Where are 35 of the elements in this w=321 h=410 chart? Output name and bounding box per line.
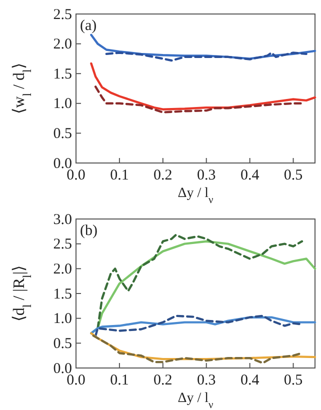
line-series	[90, 34, 316, 60]
line-series	[90, 316, 316, 334]
y-tick-label: 1.0	[53, 96, 72, 112]
y-tick-label: 2.0	[53, 261, 72, 278]
line-series	[105, 52, 308, 62]
y-tick-label: 2.5	[53, 6, 72, 23]
y-tick-label: 1.5	[53, 286, 72, 302]
x-tick-label: 0.5	[284, 372, 303, 389]
line-series	[94, 86, 304, 114]
x-tick-label: 0.4	[240, 372, 260, 389]
x-axis-title: Δy / l$_{ν}$	[178, 391, 214, 410]
x-axis-title: Δy / l$_{ν}$	[178, 186, 214, 206]
y-tick-label: 0.5	[53, 126, 72, 142]
annotation: (a)	[80, 18, 97, 34]
x-tick-label: 0.1	[110, 372, 129, 389]
y-tick-label: 1.0	[53, 311, 72, 328]
x-tick-label: 0.1	[110, 168, 129, 184]
line-series	[90, 62, 316, 110]
y-tick-label: 0.5	[53, 336, 72, 352]
x-tick-label: 0.3	[196, 372, 216, 389]
x-tick-label: 0.3	[196, 168, 216, 184]
x-tick-label: 0.4	[240, 168, 260, 184]
y-tick-label: 3.0	[53, 212, 72, 228]
annotation: (b)	[80, 223, 98, 239]
y-tick-label: 1.5	[53, 66, 72, 82]
line-series	[94, 314, 304, 337]
x-tick-label: 0.2	[154, 372, 172, 389]
x-tick-label: 0.5	[284, 168, 303, 184]
x-tick-label: 0.0	[66, 372, 86, 389]
y-tick-label: 2.5	[53, 236, 72, 253]
line-series	[96, 234, 304, 330]
line-series	[90, 332, 316, 360]
x-tick-label: 0.0	[66, 168, 86, 184]
y-tick-label: 2.0	[53, 36, 72, 53]
x-tick-label: 0.2	[154, 168, 172, 184]
